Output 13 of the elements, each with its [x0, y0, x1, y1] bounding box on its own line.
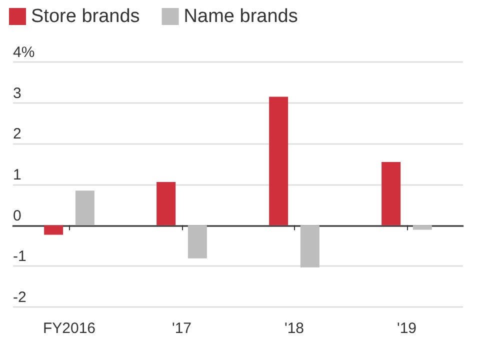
- legend-label: Name brands: [184, 6, 298, 27]
- y-tick-label: -1: [13, 248, 26, 266]
- x-tick-label: '18: [284, 320, 304, 337]
- y-tick-label: 1: [13, 166, 22, 184]
- x-tick-label: '19: [396, 320, 417, 337]
- y-tick-label: 0: [13, 207, 22, 224]
- x-tick-label: '17: [172, 320, 192, 337]
- x-tick-label: FY2016: [42, 320, 96, 337]
- legend-label: Store brands: [31, 6, 140, 27]
- y-tick-label: -2: [13, 288, 26, 306]
- y-tick-label: 3: [13, 84, 22, 102]
- y-tick-label: 2: [13, 126, 22, 143]
- y-tick-label: 4%: [13, 44, 35, 61]
